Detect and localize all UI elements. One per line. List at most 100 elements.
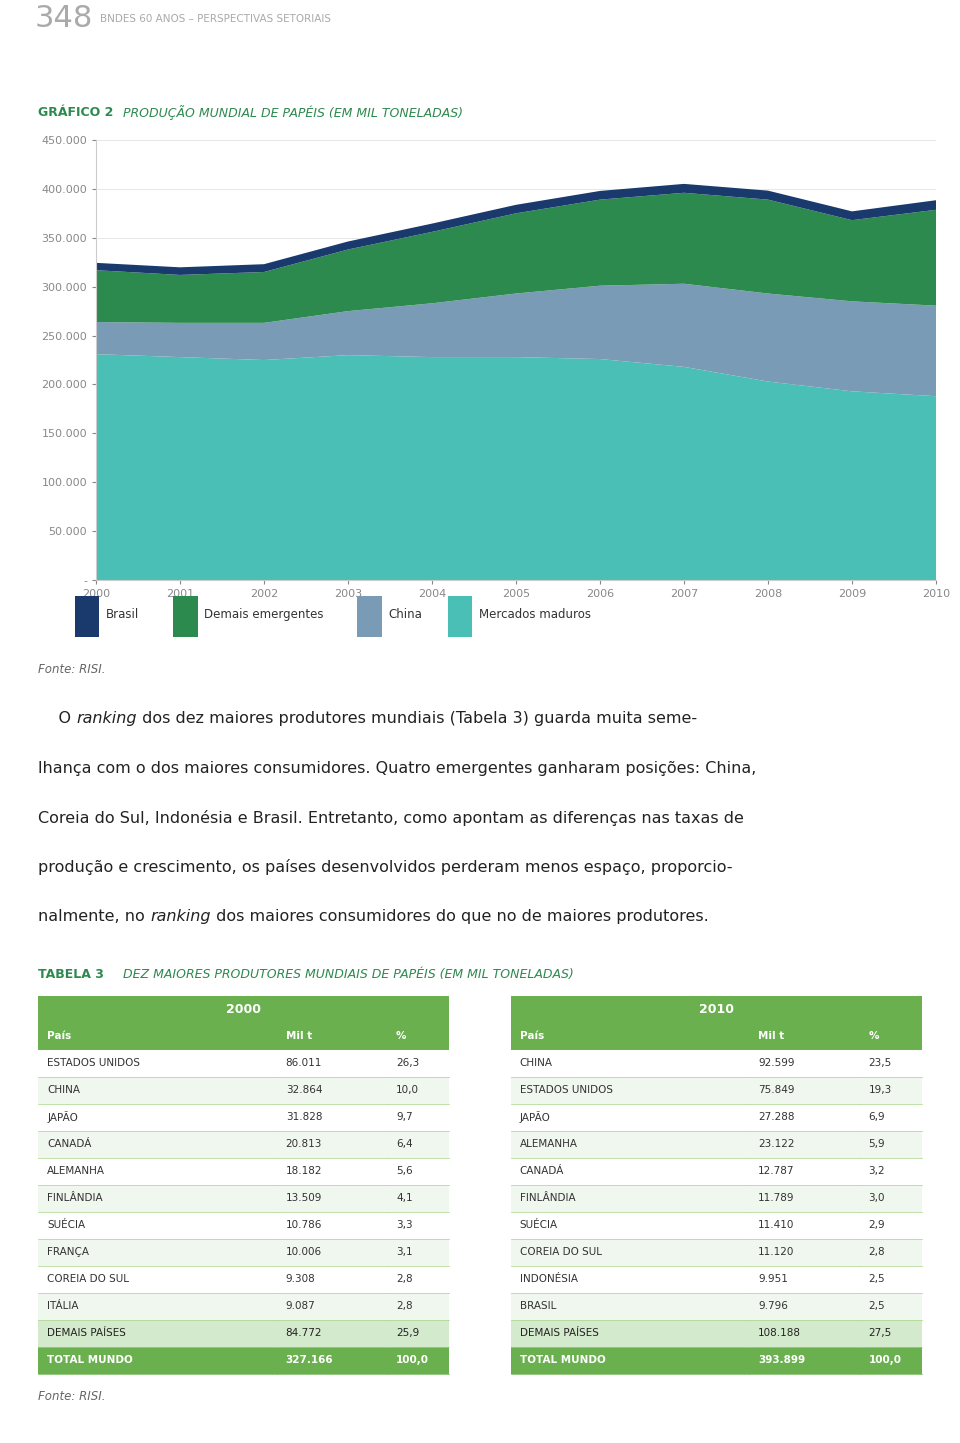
- Text: 4,1: 4,1: [396, 1193, 413, 1203]
- Text: 2,8: 2,8: [869, 1247, 885, 1257]
- Bar: [750, 1346, 860, 1374]
- Bar: [860, 1320, 922, 1346]
- Text: 31.828: 31.828: [286, 1113, 323, 1123]
- Text: BNDES 60 ANOS – PERSPECTIVAS SETORIAIS: BNDES 60 ANOS – PERSPECTIVAS SETORIAIS: [100, 14, 331, 23]
- Text: 25,9: 25,9: [396, 1328, 420, 1338]
- Bar: [387, 1185, 449, 1212]
- Bar: [387, 1049, 449, 1076]
- Text: Mil t: Mil t: [758, 1032, 784, 1042]
- Bar: [387, 1212, 449, 1238]
- Text: 92.599: 92.599: [758, 1058, 795, 1068]
- Text: lhança com o dos maiores consumidores. Quatro emergentes ganharam posições: Chin: lhança com o dos maiores consumidores. Q…: [38, 760, 756, 776]
- Bar: [860, 1157, 922, 1185]
- Text: ESTADOS UNIDOS: ESTADOS UNIDOS: [47, 1058, 140, 1068]
- Text: 27.288: 27.288: [758, 1113, 795, 1123]
- Bar: [511, 1131, 750, 1157]
- Text: nalmente, no: nalmente, no: [38, 909, 151, 924]
- Bar: [860, 1293, 922, 1320]
- Bar: [750, 1266, 860, 1293]
- Text: 100,0: 100,0: [396, 1355, 429, 1365]
- Bar: [511, 1049, 750, 1076]
- Bar: [750, 1238, 860, 1266]
- Text: 75.849: 75.849: [758, 1085, 795, 1095]
- Bar: [511, 1320, 750, 1346]
- Text: Mercados maduros: Mercados maduros: [479, 608, 591, 622]
- Bar: [750, 1185, 860, 1212]
- Text: 9.951: 9.951: [758, 1274, 788, 1284]
- Text: 100,0: 100,0: [869, 1355, 901, 1365]
- Text: 9,7: 9,7: [396, 1113, 413, 1123]
- Bar: [38, 1104, 276, 1131]
- Bar: [511, 1238, 750, 1266]
- Text: 2,8: 2,8: [396, 1274, 413, 1284]
- Text: China: China: [389, 608, 422, 622]
- Bar: [860, 1131, 922, 1157]
- Bar: [276, 1238, 387, 1266]
- Bar: [38, 1320, 276, 1346]
- Text: 3,2: 3,2: [869, 1166, 885, 1176]
- Text: 10.786: 10.786: [286, 1221, 322, 1231]
- Text: %: %: [869, 1032, 879, 1042]
- Bar: [387, 1104, 449, 1131]
- Text: %: %: [396, 1032, 407, 1042]
- Bar: [276, 1320, 387, 1346]
- Text: FINLÂNDIA: FINLÂNDIA: [47, 1193, 103, 1203]
- Bar: [750, 1023, 860, 1049]
- Bar: [75, 596, 99, 636]
- Text: SUÉCIA: SUÉCIA: [47, 1221, 85, 1231]
- Text: FRANÇA: FRANÇA: [47, 1247, 89, 1257]
- Text: ALEMANHA: ALEMANHA: [47, 1166, 106, 1176]
- Text: ITÁLIA: ITÁLIA: [47, 1302, 79, 1312]
- Text: COREIA DO SUL: COREIA DO SUL: [47, 1274, 130, 1284]
- Text: TOTAL MUNDO: TOTAL MUNDO: [47, 1355, 133, 1365]
- Text: 5,9: 5,9: [869, 1139, 885, 1149]
- Text: 20.813: 20.813: [286, 1139, 322, 1149]
- Bar: [38, 1212, 276, 1238]
- Text: 84.772: 84.772: [286, 1328, 323, 1338]
- Bar: [750, 1104, 860, 1131]
- Bar: [750, 1293, 860, 1320]
- Bar: [511, 996, 922, 1023]
- Text: Mil t: Mil t: [286, 1032, 312, 1042]
- Text: CANADÁ: CANADÁ: [47, 1139, 91, 1149]
- Bar: [38, 1185, 276, 1212]
- Text: Coreia do Sul, Indonésia e Brasil. Entretanto, como apontam as diferenças nas ta: Coreia do Sul, Indonésia e Brasil. Entre…: [38, 810, 744, 825]
- Bar: [860, 1049, 922, 1076]
- Bar: [860, 1185, 922, 1212]
- Text: CHINA: CHINA: [519, 1058, 553, 1068]
- Text: Fonte: RISI.: Fonte: RISI.: [38, 1390, 106, 1403]
- Text: ranking: ranking: [151, 909, 211, 924]
- Text: 11.120: 11.120: [758, 1247, 795, 1257]
- Bar: [860, 1104, 922, 1131]
- Bar: [276, 1346, 387, 1374]
- Text: ESTADOS UNIDOS: ESTADOS UNIDOS: [519, 1085, 612, 1095]
- Bar: [860, 1023, 922, 1049]
- Bar: [276, 1266, 387, 1293]
- Bar: [511, 1266, 750, 1293]
- Text: 10,0: 10,0: [396, 1085, 420, 1095]
- Text: 26,3: 26,3: [396, 1058, 420, 1068]
- Text: PRODUÇÃO MUNDIAL DE PAPÉIS (EM MIL TONELADAS): PRODUÇÃO MUNDIAL DE PAPÉIS (EM MIL TONEL…: [123, 105, 463, 120]
- Text: ranking: ranking: [77, 711, 137, 726]
- Bar: [38, 1131, 276, 1157]
- Text: CANADÁ: CANADÁ: [519, 1166, 564, 1176]
- Bar: [357, 596, 381, 636]
- Text: CHINA: CHINA: [47, 1085, 81, 1095]
- Text: FINLÂNDIA: FINLÂNDIA: [519, 1193, 575, 1203]
- Bar: [276, 1131, 387, 1157]
- Text: dos dez maiores produtores mundiais (Tabela 3) guarda muita seme-: dos dez maiores produtores mundiais (Tab…: [137, 711, 697, 726]
- Text: 348: 348: [35, 4, 93, 33]
- Text: Brasil: Brasil: [106, 608, 139, 622]
- Bar: [276, 1023, 387, 1049]
- Text: 6,9: 6,9: [869, 1113, 885, 1123]
- Bar: [860, 1076, 922, 1104]
- Bar: [387, 1293, 449, 1320]
- Text: O: O: [38, 711, 77, 726]
- Text: 13.509: 13.509: [286, 1193, 322, 1203]
- Text: 3,0: 3,0: [869, 1193, 885, 1203]
- Text: 10.006: 10.006: [286, 1247, 322, 1257]
- Text: 9.308: 9.308: [286, 1274, 316, 1284]
- Bar: [750, 1076, 860, 1104]
- Text: 19,3: 19,3: [869, 1085, 892, 1095]
- Bar: [750, 1049, 860, 1076]
